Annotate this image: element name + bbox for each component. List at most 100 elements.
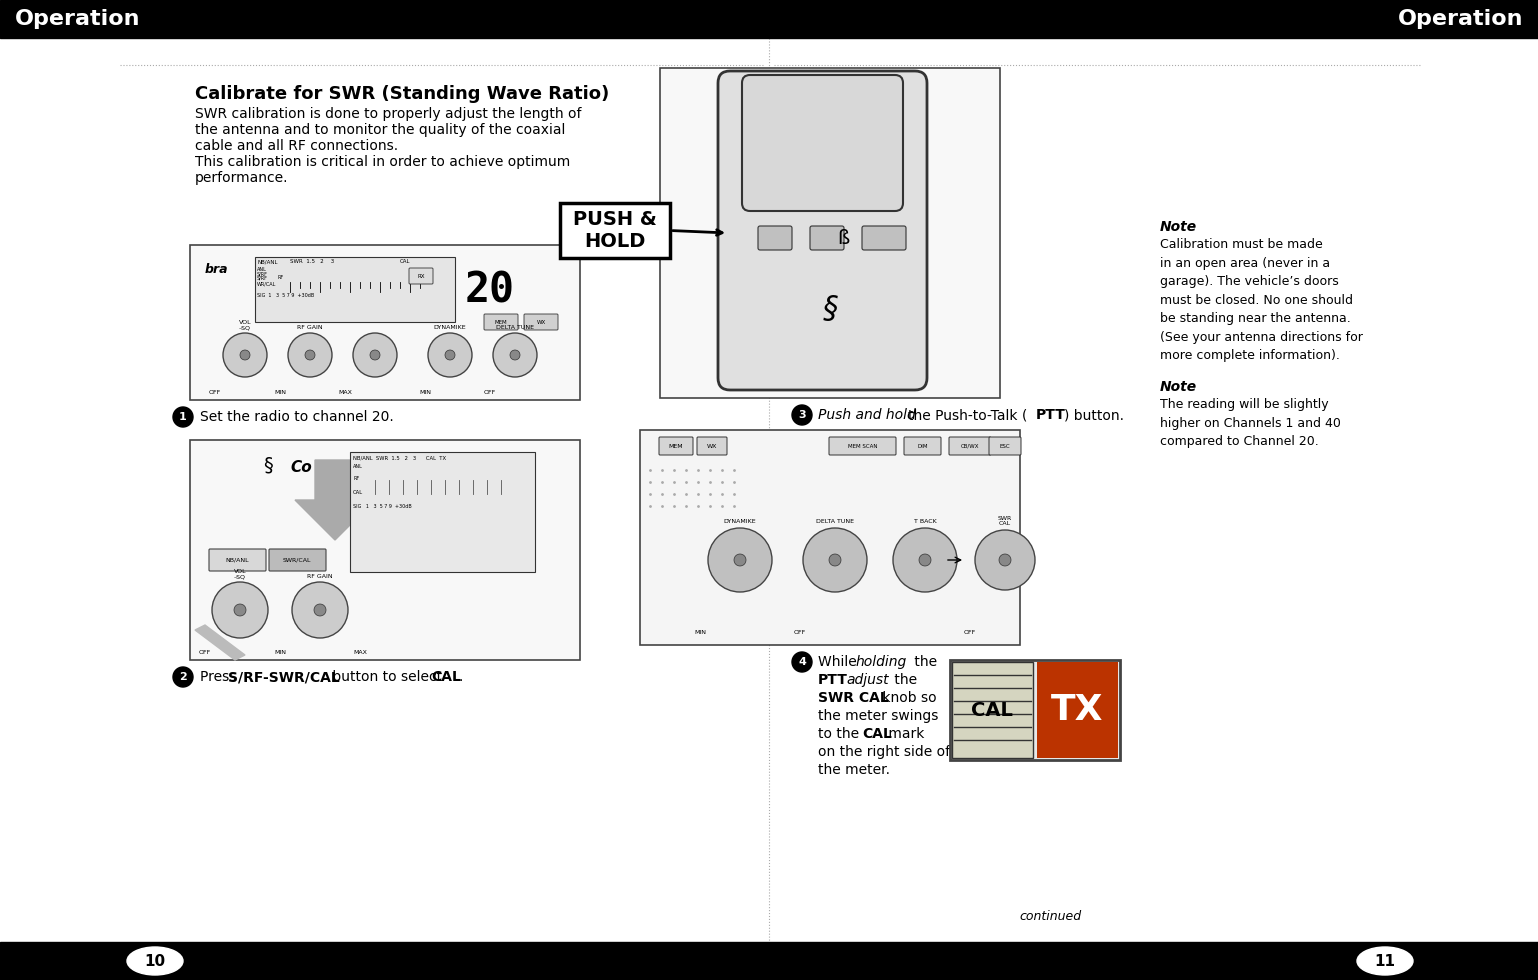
- Text: WX: WX: [537, 319, 546, 324]
- Text: the meter swings: the meter swings: [818, 709, 938, 723]
- Text: CAL: CAL: [400, 259, 411, 264]
- FancyBboxPatch shape: [660, 68, 1000, 398]
- Text: CAL: CAL: [354, 490, 363, 495]
- Text: holding: holding: [857, 655, 907, 669]
- FancyBboxPatch shape: [697, 437, 727, 455]
- Circle shape: [829, 554, 841, 566]
- Ellipse shape: [1357, 947, 1413, 975]
- Text: DIM: DIM: [917, 444, 927, 449]
- Text: ANL: ANL: [257, 267, 268, 272]
- Text: 20: 20: [464, 269, 515, 311]
- Text: Operation: Operation: [1398, 9, 1523, 29]
- Text: Calibrate for SWR (Standing Wave Ratio): Calibrate for SWR (Standing Wave Ratio): [195, 85, 609, 103]
- FancyBboxPatch shape: [829, 437, 897, 455]
- Text: SWR
CAL: SWR CAL: [998, 515, 1012, 526]
- Text: bra: bra: [205, 263, 229, 276]
- Text: OFF: OFF: [794, 630, 806, 635]
- Text: 4: 4: [798, 657, 806, 667]
- Circle shape: [371, 350, 380, 360]
- Text: 11: 11: [1375, 954, 1395, 968]
- Text: Note: Note: [1160, 220, 1197, 234]
- Text: S/RF-SWR/CAL: S/RF-SWR/CAL: [228, 670, 340, 684]
- Text: DELTA TUNE: DELTA TUNE: [817, 519, 854, 524]
- Text: MAX: MAX: [354, 650, 368, 655]
- Circle shape: [172, 667, 192, 687]
- Bar: [1037, 662, 1118, 758]
- Text: the meter.: the meter.: [818, 763, 891, 777]
- Text: Set the radio to channel 20.: Set the radio to channel 20.: [200, 410, 394, 424]
- Text: SWR calibration is done to properly adjust the length of: SWR calibration is done to properly adju…: [195, 107, 581, 121]
- Text: §: §: [263, 455, 272, 474]
- Text: performance.: performance.: [195, 171, 289, 185]
- Circle shape: [444, 350, 455, 360]
- Text: CB/WX: CB/WX: [961, 444, 980, 449]
- Text: PUSH &
HOLD: PUSH & HOLD: [574, 210, 657, 251]
- Text: PTT: PTT: [1037, 408, 1066, 422]
- Text: VOL
–SQ: VOL –SQ: [238, 319, 251, 330]
- Text: Push and hold: Push and hold: [818, 408, 920, 422]
- Text: VOL
–SQ: VOL –SQ: [234, 568, 246, 579]
- Text: OFF: OFF: [484, 390, 497, 395]
- Text: T BACK: T BACK: [914, 519, 937, 524]
- Text: CAL: CAL: [970, 701, 1014, 719]
- Text: RX: RX: [417, 273, 424, 278]
- Text: S/RF: S/RF: [257, 275, 268, 280]
- Circle shape: [803, 528, 867, 592]
- Circle shape: [223, 333, 268, 377]
- Circle shape: [212, 582, 268, 638]
- FancyBboxPatch shape: [949, 437, 990, 455]
- Circle shape: [288, 333, 332, 377]
- Text: NB/ANL: NB/ANL: [225, 558, 249, 563]
- Polygon shape: [295, 460, 375, 540]
- Text: RF: RF: [354, 476, 360, 481]
- Text: continued: continued: [1020, 910, 1081, 923]
- Circle shape: [707, 528, 772, 592]
- FancyBboxPatch shape: [950, 660, 1120, 760]
- Text: WX: WX: [707, 444, 717, 449]
- FancyBboxPatch shape: [191, 440, 580, 660]
- Bar: [351, 452, 535, 572]
- Circle shape: [354, 333, 397, 377]
- FancyBboxPatch shape: [640, 430, 1020, 645]
- Bar: [0, 942, 1538, 980]
- Text: WR/CAL: WR/CAL: [257, 281, 277, 286]
- Ellipse shape: [128, 947, 183, 975]
- Text: the antenna and to monitor the quality of the coaxial: the antenna and to monitor the quality o…: [195, 123, 566, 137]
- Text: 2: 2: [178, 672, 188, 682]
- Text: OFF: OFF: [198, 650, 211, 655]
- Text: MEM: MEM: [669, 444, 683, 449]
- Text: the Push-to-Talk (: the Push-to-Talk (: [907, 408, 1027, 422]
- Bar: [952, 662, 1034, 758]
- Text: .: .: [458, 670, 463, 684]
- FancyBboxPatch shape: [718, 71, 927, 390]
- Text: ß: ß: [837, 228, 849, 248]
- Text: Co: Co: [291, 460, 312, 475]
- Text: the: the: [891, 673, 917, 687]
- Text: OFF: OFF: [209, 390, 221, 395]
- Text: 1: 1: [178, 412, 188, 422]
- Polygon shape: [195, 625, 245, 660]
- FancyBboxPatch shape: [989, 437, 1021, 455]
- Text: ) button.: ) button.: [1064, 408, 1124, 422]
- Circle shape: [305, 350, 315, 360]
- Text: Press: Press: [200, 670, 241, 684]
- Circle shape: [792, 652, 812, 672]
- Text: adjust: adjust: [846, 673, 889, 687]
- Text: DELTA TUNE: DELTA TUNE: [495, 325, 534, 330]
- Text: SIG  1   3  5 7 9  +30dB: SIG 1 3 5 7 9 +30dB: [257, 293, 314, 298]
- Circle shape: [920, 554, 930, 566]
- FancyBboxPatch shape: [741, 75, 903, 211]
- Circle shape: [314, 604, 326, 616]
- Text: RF: RF: [277, 275, 283, 280]
- FancyBboxPatch shape: [811, 226, 844, 250]
- FancyBboxPatch shape: [560, 203, 671, 258]
- Text: RF GAIN: RF GAIN: [308, 574, 332, 579]
- Text: The reading will be slightly
higher on Channels 1 and 40
compared to Channel 20.: The reading will be slightly higher on C…: [1160, 398, 1341, 448]
- Text: While: While: [818, 655, 861, 669]
- Text: MIN: MIN: [418, 390, 431, 395]
- Circle shape: [1000, 554, 1010, 566]
- Text: cable and all RF connections.: cable and all RF connections.: [195, 139, 398, 153]
- FancyBboxPatch shape: [484, 314, 518, 330]
- FancyBboxPatch shape: [209, 549, 266, 571]
- Text: This calibration is critical in order to achieve optimum: This calibration is critical in order to…: [195, 155, 571, 169]
